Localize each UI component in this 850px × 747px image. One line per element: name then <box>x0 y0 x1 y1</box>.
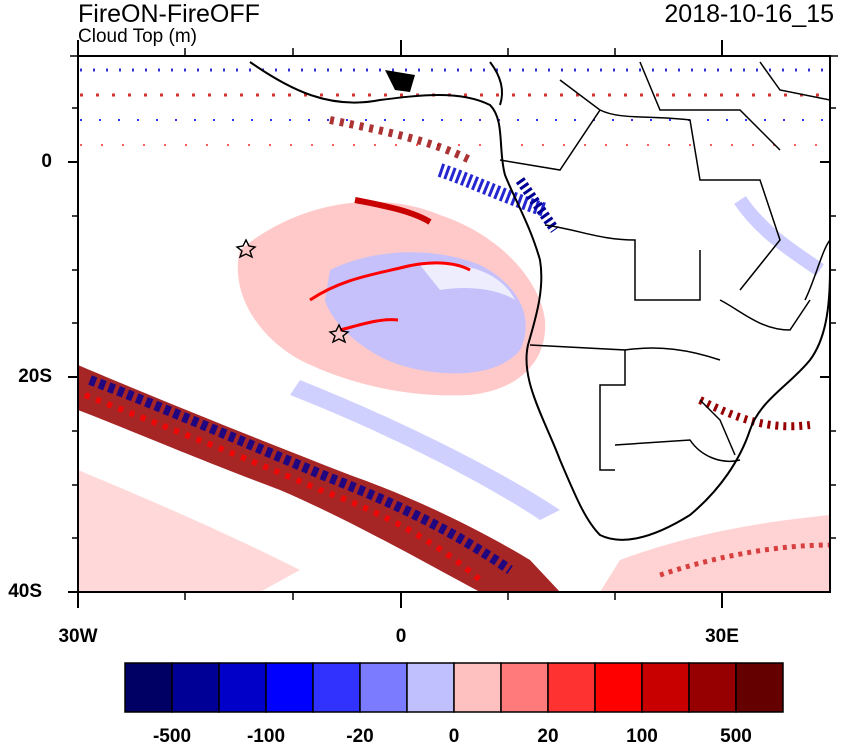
field-layer <box>78 61 830 592</box>
colorbar-label: -500 <box>152 726 192 747</box>
colorbar-label: 500 <box>720 726 752 747</box>
lake-volta <box>385 70 415 92</box>
colorbar-swatch <box>359 662 408 713</box>
star-marker-north <box>235 238 257 259</box>
colorbar-label: -100 <box>246 726 286 747</box>
y-label-0: 0 <box>41 151 52 172</box>
colorbar-swatch <box>500 662 549 713</box>
colorbar-swatch <box>171 662 220 713</box>
colorbar-swatch <box>688 662 737 713</box>
colorbar-swatch <box>218 662 267 713</box>
colorbar-swatch <box>124 662 173 713</box>
plot-title: FireON-FireOFF <box>78 0 260 28</box>
colorbar-swatch <box>265 662 314 713</box>
plot-subtitle: Cloud Top (m) <box>78 26 197 47</box>
plot-timestamp: 2018-10-16_15 <box>664 0 834 28</box>
border <box>529 344 626 471</box>
colorbar-swatch <box>641 662 690 713</box>
y-label-40s: 40S <box>8 581 42 602</box>
colorbar-swatch <box>406 662 455 713</box>
colorbar-swatch <box>735 662 784 713</box>
major-ticks <box>68 40 830 608</box>
colorbar-swatch <box>594 662 643 713</box>
y-label-20s: 20S <box>18 366 52 387</box>
x-label-30e: 30E <box>705 626 739 647</box>
colorbar-label: 0 <box>448 726 460 747</box>
colorbar-label: -20 <box>346 726 374 747</box>
colorbar-swatch <box>312 662 361 713</box>
colorbar-label: 20 <box>537 726 559 747</box>
x-label-0: 0 <box>395 626 407 647</box>
colorbar-swatch <box>453 662 502 713</box>
map-frame <box>77 55 831 593</box>
colorbar-swatch <box>547 662 596 713</box>
x-label-30w: 30W <box>58 626 98 647</box>
coastline <box>249 61 830 541</box>
minor-ticks <box>70 48 838 600</box>
colorbar-label: 100 <box>626 726 658 747</box>
star-marker-south <box>328 323 350 344</box>
colorbar <box>124 662 784 713</box>
